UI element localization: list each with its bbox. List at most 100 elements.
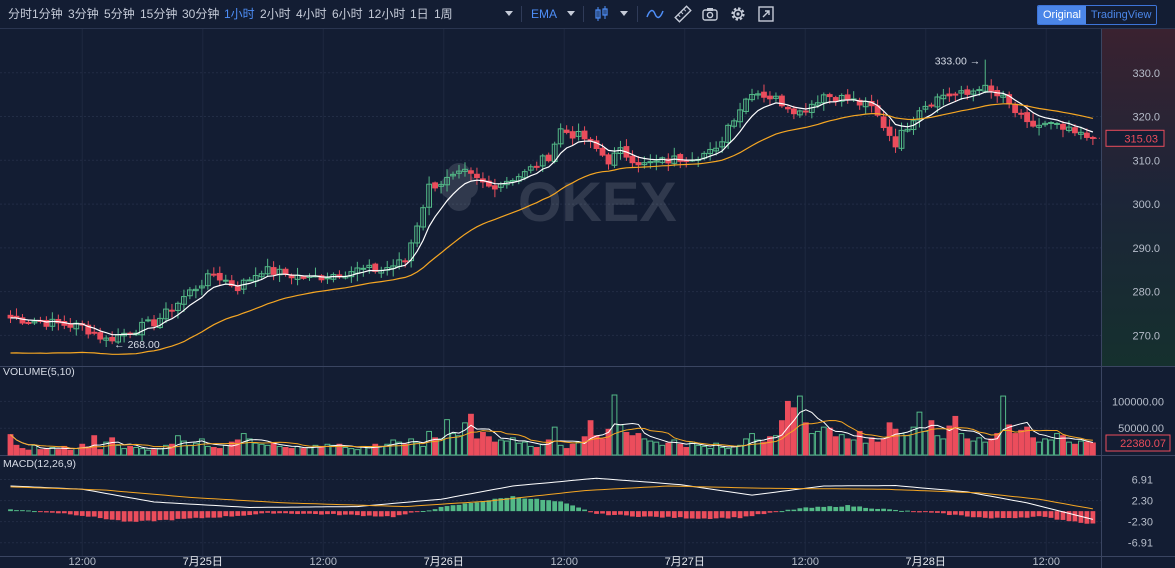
gear-icon[interactable] [729, 5, 747, 23]
original-mode-button[interactable]: Original [1038, 6, 1086, 24]
interval-dropdown-icon[interactable] [505, 11, 513, 16]
interval-6-button[interactable]: 1小时 [224, 7, 255, 21]
macd-histogram-bar [887, 509, 892, 512]
low-price-annotation: ← 268.00 [114, 339, 160, 351]
volume-bar [755, 439, 761, 456]
macd-histogram-bar [414, 511, 420, 513]
volume-bar [509, 437, 516, 456]
volume-bar [701, 445, 708, 456]
indicator-ema-button[interactable]: EMA [531, 7, 558, 21]
macd-histogram-bar [229, 511, 235, 517]
interval-10-button[interactable]: 12小时 [368, 7, 406, 21]
candle [468, 167, 474, 181]
macd-histogram-bar [773, 511, 779, 513]
candle [545, 152, 552, 163]
camera-icon[interactable] [701, 5, 719, 23]
candle [354, 261, 361, 282]
volume-bar [444, 419, 450, 456]
interval-0-button[interactable]: 分时 [8, 7, 33, 21]
macd-histogram-bar [67, 511, 73, 515]
interval-8-button[interactable]: 4小时 [296, 7, 327, 21]
interval-1-button[interactable]: 1分钟 [32, 7, 63, 21]
macd-histogram-bar [79, 511, 85, 516]
candle [462, 162, 468, 177]
volume-bar [533, 447, 540, 456]
macd-histogram-bar [647, 511, 653, 517]
interval-12-button[interactable]: 1周 [434, 7, 453, 21]
macd-histogram-bar [223, 511, 229, 517]
macd-histogram-bar [109, 511, 115, 520]
volume-bar [868, 437, 875, 456]
indicator-dropdown-icon[interactable] [567, 11, 575, 16]
candle [790, 105, 797, 120]
interval-9-button[interactable]: 6小时 [332, 7, 363, 21]
candle [743, 97, 749, 115]
volume-bar [814, 430, 821, 456]
volume-bar [462, 422, 468, 456]
macd-tick-label: 2.30 [1132, 496, 1153, 508]
candle [533, 161, 540, 171]
interval-4-button[interactable]: 15分钟 [140, 7, 178, 21]
tradingview-mode-button[interactable]: TradingView [1085, 6, 1157, 24]
macd-histogram-bar [689, 511, 695, 519]
candle [432, 181, 438, 192]
interval-11-button[interactable]: 1日 [410, 7, 429, 21]
candle [384, 260, 391, 276]
candle [252, 267, 259, 288]
macd-histogram-bar [331, 511, 336, 514]
macd-histogram-bar [964, 511, 970, 517]
volume-bar [61, 445, 68, 456]
ruler-icon[interactable] [674, 5, 692, 23]
macd-histogram-bar [677, 511, 683, 518]
candle [420, 204, 427, 231]
volume-bar [115, 444, 122, 456]
price-tick-label: 280.0 [1132, 287, 1160, 299]
macd-histogram-bar [480, 501, 486, 512]
macd-histogram-bar [438, 506, 444, 512]
volume-bar [581, 436, 588, 456]
volume-bar [438, 438, 444, 456]
candle [623, 139, 630, 161]
macd-histogram-bar [976, 511, 982, 518]
candle [157, 313, 163, 329]
volume-bar [802, 422, 809, 456]
volume-bar [37, 449, 44, 456]
candlestick-type-icon[interactable] [593, 5, 611, 23]
macd-histogram-bar [259, 511, 265, 514]
interval-5-button[interactable]: 30分钟 [182, 7, 220, 21]
macd-histogram-bar [247, 511, 253, 516]
macd-histogram-bar [534, 498, 540, 512]
volume-bar [480, 432, 486, 456]
volume-bar [796, 395, 803, 456]
macd-histogram-bar [115, 511, 121, 521]
candle [605, 152, 612, 170]
candle [408, 239, 415, 268]
macd-histogram-bar [1006, 511, 1012, 518]
volume-bar [886, 422, 893, 456]
volume-bar [55, 449, 62, 456]
macd-histogram-bar [396, 511, 402, 516]
macd-histogram-bar [14, 510, 19, 512]
fullscreen-icon[interactable] [757, 5, 775, 23]
interval-7-button[interactable]: 2小时 [260, 7, 291, 21]
macd-histogram-bar [241, 511, 247, 516]
candle [163, 302, 169, 324]
indicator-wave-icon[interactable] [646, 5, 664, 23]
price-chart[interactable]: OKEX 270.0 280.0 290.0 300.0 310.0 320.0 330.0… [0, 29, 1175, 568]
candle [360, 264, 367, 277]
volume-bar [103, 441, 110, 456]
interval-3-button[interactable]: 5分钟 [104, 7, 135, 21]
candle [952, 91, 959, 102]
candle [366, 259, 373, 274]
volume-bar [198, 438, 205, 456]
volume-bar [133, 447, 139, 456]
macd-histogram-bar [390, 511, 396, 518]
macd-histogram-bar [420, 511, 426, 513]
volume-ma5-line [10, 409, 1094, 450]
macd-histogram-bar [1036, 511, 1042, 517]
chart-type-dropdown-icon[interactable] [620, 11, 628, 16]
volume-bar [497, 439, 504, 456]
volume-bar [773, 435, 779, 456]
interval-2-button[interactable]: 3分钟 [68, 7, 99, 21]
volume-bar [970, 440, 977, 456]
